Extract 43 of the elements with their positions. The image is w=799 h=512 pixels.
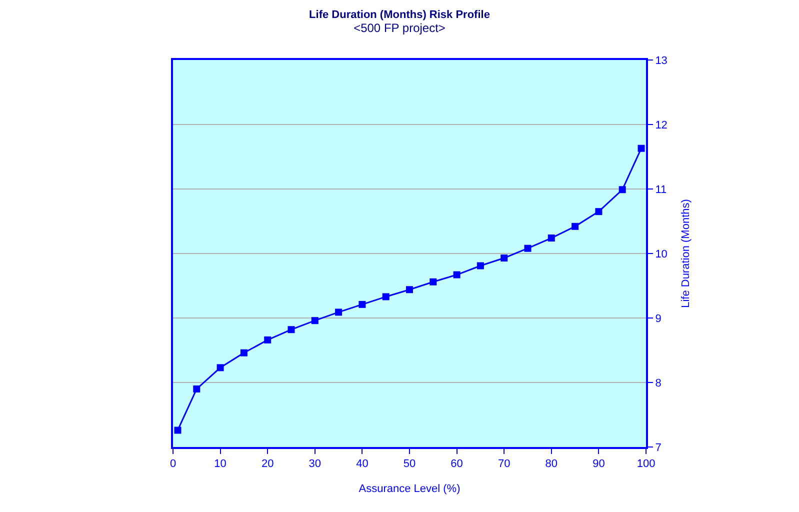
x-tick-label: 90	[592, 458, 605, 470]
point	[500, 254, 508, 262]
chart-subtitle: <500 FP project>	[354, 21, 446, 36]
point	[382, 293, 390, 300]
x-tick-label: 10	[214, 458, 226, 470]
x-tick-label: 30	[308, 458, 322, 470]
point	[572, 222, 579, 230]
x-tick-label: 50	[403, 458, 416, 470]
x-tick-label: 80	[545, 458, 558, 470]
point	[548, 234, 555, 242]
point	[335, 308, 342, 316]
point	[406, 286, 413, 294]
point	[240, 349, 248, 356]
point	[618, 186, 626, 194]
point	[264, 336, 272, 344]
x-tick-label: 60	[450, 458, 463, 470]
point	[288, 326, 295, 334]
point	[311, 317, 318, 324]
point	[638, 144, 645, 152]
x-tick-label: 100	[636, 458, 656, 470]
x-tick-label: 20	[261, 458, 274, 470]
y-tick-label: 12	[655, 119, 668, 132]
point	[453, 271, 460, 278]
point	[358, 300, 366, 308]
y-tick-label: 11	[655, 184, 667, 196]
x-tick-label: 70	[498, 458, 510, 470]
point	[174, 426, 182, 434]
y-tick-label: 8	[655, 377, 662, 390]
chart-title: Life Duration (Months) Risk Profile	[309, 8, 490, 21]
point	[524, 244, 532, 252]
x-tick-label: 0	[170, 458, 176, 470]
point	[216, 364, 224, 372]
y-tick-label: 7	[655, 442, 662, 454]
x-axis-title: Assurance Level (%)	[358, 482, 460, 495]
y-tick-label: 13	[655, 54, 668, 67]
point	[430, 278, 437, 286]
x-tick-label: 40	[356, 458, 368, 470]
point	[595, 208, 602, 216]
y-axis-title: Life Duration (Months)	[680, 199, 692, 308]
point	[193, 385, 200, 392]
point	[476, 262, 484, 270]
y-tick-label: 10	[655, 248, 668, 260]
y-tick-label: 9	[655, 312, 662, 325]
